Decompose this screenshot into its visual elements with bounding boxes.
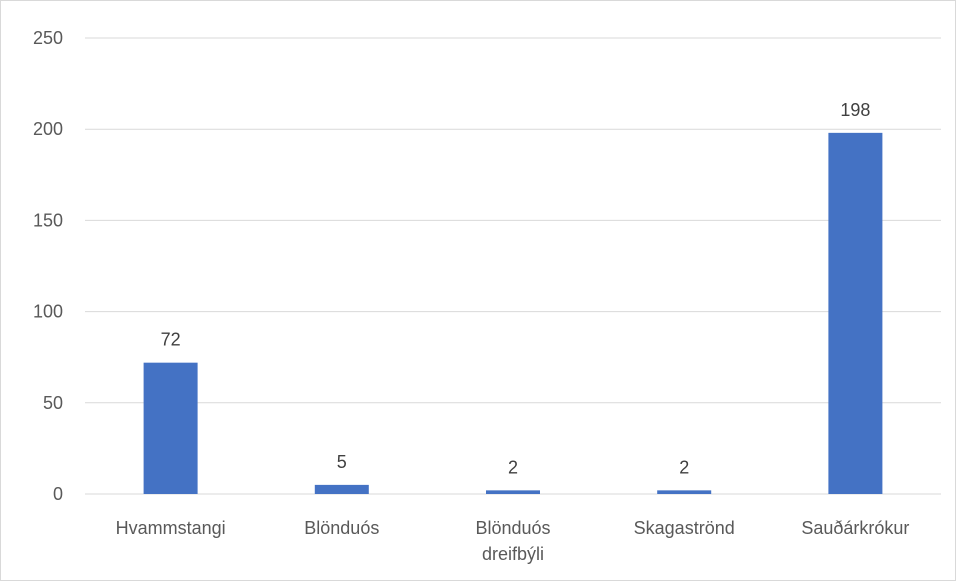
bar	[657, 490, 712, 494]
data-label: 2	[679, 457, 689, 477]
data-label: 72	[161, 330, 181, 350]
x-tick-label: Skagaströnd	[634, 518, 735, 538]
y-tick-label: 100	[33, 302, 63, 322]
data-label: 5	[337, 452, 347, 472]
y-tick-label: 250	[33, 28, 63, 48]
bar	[828, 132, 883, 494]
x-tick-label-line: Sauðárkrókur	[801, 518, 909, 538]
x-tick-label-line: Hvammstangi	[116, 518, 226, 538]
x-tick-label: Blönduós	[304, 518, 379, 538]
y-tick-label: 50	[43, 393, 63, 413]
x-tick-label-line: Skagaströnd	[634, 518, 735, 538]
y-tick-label: 200	[33, 119, 63, 139]
bar	[486, 490, 540, 494]
y-tick-label: 0	[53, 484, 63, 504]
x-tick-label: Hvammstangi	[116, 518, 226, 538]
x-tick-label: Sauðárkrókur	[801, 518, 909, 538]
x-tick-label-line: dreifbýli	[482, 544, 544, 564]
x-tick-label-line: Blönduós	[304, 518, 379, 538]
data-label: 198	[840, 100, 870, 120]
x-tick-label-line: Blönduós	[475, 518, 550, 538]
bar	[143, 362, 198, 494]
y-tick-label: 150	[33, 210, 63, 230]
bar	[314, 484, 369, 494]
data-label: 2	[508, 457, 518, 477]
x-tick-label: Blönduós dreifbýli	[475, 518, 550, 564]
